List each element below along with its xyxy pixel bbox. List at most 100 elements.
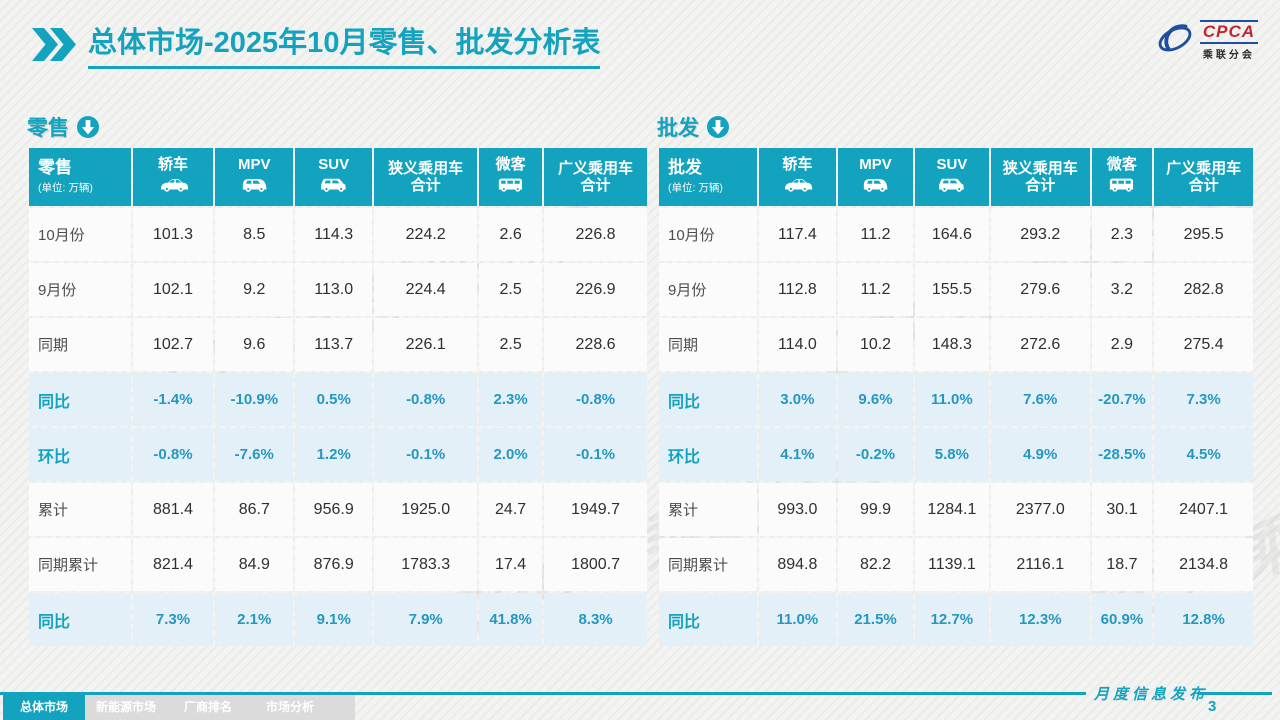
data-cell: -0.8%: [544, 373, 647, 426]
nav-tab-新能源市场[interactable]: 新能源市场: [95, 700, 156, 714]
bottom-nav: 总体市场 新能源市场 厂商排名 市场分析: [3, 695, 355, 720]
data-cell: 99.9: [838, 483, 913, 536]
data-cell: 4.9%: [990, 428, 1090, 481]
data-cell: 8.3%: [544, 593, 647, 646]
data-cell: 21.5%: [838, 593, 913, 646]
logo-subtext: 乘联分会: [1202, 49, 1255, 61]
sedan-icon: [133, 176, 214, 198]
data-cell: 41.8%: [479, 593, 543, 646]
col-header-mpv: MPV: [838, 148, 913, 206]
data-cell: 86.7: [215, 483, 294, 536]
data-cell: 9.6: [215, 318, 294, 371]
page-header: 总体市场-2025年10月零售、批发分析表: [30, 26, 601, 69]
data-cell: 84.9: [215, 538, 294, 591]
data-cell: 226.9: [544, 263, 647, 316]
data-cell: 226.8: [544, 208, 647, 261]
row-label: 累计: [29, 483, 131, 536]
nav-tab-总体市场[interactable]: 总体市场: [3, 695, 85, 720]
wholesale-corner-header: 批发 (单位: 万辆): [659, 148, 757, 206]
col-header-narrow-total: 狭义乘用车 合计: [374, 148, 478, 206]
table-row: 环比 4.1% -0.2% 5.8% 4.9% -28.5% 4.5%: [659, 428, 1253, 481]
footer-rule-left: [0, 692, 1086, 695]
data-cell: 9.1%: [295, 593, 373, 646]
van-icon: [479, 176, 542, 198]
data-cell: 2.1%: [215, 593, 294, 646]
data-cell: 11.2: [838, 208, 913, 261]
row-label: 环比: [29, 428, 131, 481]
row-label: 10月份: [29, 208, 131, 261]
table-row: 同期 102.7 9.6 113.7 226.1 2.5 228.6: [29, 318, 647, 371]
data-cell: 282.8: [1154, 263, 1253, 316]
col-header-narrow-total: 狭义乘用车 合计: [990, 148, 1090, 206]
data-cell: 11.2: [838, 263, 913, 316]
row-label: 同比: [29, 593, 131, 646]
data-cell: 11.0%: [914, 373, 989, 426]
retail-section: 零售 零售 (单位: 万辆) 轿车 MPV SUV 狭义乘用车 合计 微客 广义乘用车 合计 10月…: [27, 110, 649, 648]
data-cell: 102.7: [132, 318, 214, 371]
row-label: 同期累计: [659, 538, 757, 591]
col-header-suv: SUV: [295, 148, 373, 206]
data-cell: 1800.7: [544, 538, 647, 591]
retail-table: 零售 (单位: 万辆) 轿车 MPV SUV 狭义乘用车 合计 微客 广义乘用车 合计 10月份 10…: [27, 146, 649, 648]
page-title: 总体市场-2025年10月零售、批发分析表: [88, 26, 601, 69]
table-row: 环比 -0.8% -7.6% 1.2% -0.1% 2.0% -0.1%: [29, 428, 647, 481]
data-cell: 993.0: [758, 483, 837, 536]
data-cell: 12.7%: [914, 593, 989, 646]
col-header-broad-total: 广义乘用车 合计: [1154, 148, 1253, 206]
data-cell: -20.7%: [1091, 373, 1153, 426]
data-cell: 12.8%: [1154, 593, 1253, 646]
data-cell: 164.6: [914, 208, 989, 261]
double-chevron-icon: [30, 27, 76, 68]
page-number: 3: [1208, 698, 1217, 715]
col-header-sedan: 轿车: [132, 148, 214, 206]
data-cell: 2377.0: [990, 483, 1090, 536]
col-header-mpv: MPV: [215, 148, 294, 206]
col-header-suv: SUV: [914, 148, 989, 206]
data-cell: 0.5%: [295, 373, 373, 426]
data-cell: 8.5: [215, 208, 294, 261]
table-row: 同比 7.3% 2.1% 9.1% 7.9% 41.8% 8.3%: [29, 593, 647, 646]
data-cell: 1139.1: [914, 538, 989, 591]
data-cell: -28.5%: [1091, 428, 1153, 481]
nav-tab-厂商排名[interactable]: 厂商排名: [183, 700, 232, 714]
table-row: 累计 881.4 86.7 956.9 1925.0 24.7 1949.7: [29, 483, 647, 536]
suv-icon: [915, 176, 989, 198]
table-row: 同比 -1.4% -10.9% 0.5% -0.8% 2.3% -0.8%: [29, 373, 647, 426]
table-row: 同期 114.0 10.2 148.3 272.6 2.9 275.4: [659, 318, 1253, 371]
data-cell: 2.5: [479, 263, 543, 316]
data-cell: 17.4: [479, 538, 543, 591]
nav-tab-市场分析[interactable]: 市场分析: [265, 700, 314, 714]
data-cell: -0.8%: [132, 428, 214, 481]
data-cell: -10.9%: [215, 373, 294, 426]
data-cell: 18.7: [1091, 538, 1153, 591]
data-cell: 1783.3: [374, 538, 478, 591]
page-title-rest: -2025年10月零售、批发分析表: [204, 27, 601, 59]
data-cell: 226.1: [374, 318, 478, 371]
data-cell: 224.4: [374, 263, 478, 316]
row-label: 同期: [29, 318, 131, 371]
table-row: 同期累计 894.8 82.2 1139.1 2116.1 18.7 2134.8: [659, 538, 1253, 591]
data-cell: 293.2: [990, 208, 1090, 261]
data-cell: 113.7: [295, 318, 373, 371]
data-cell: 956.9: [295, 483, 373, 536]
col-header-microvan: 微客: [479, 148, 543, 206]
row-label: 同期累计: [29, 538, 131, 591]
data-cell: 10.2: [838, 318, 913, 371]
table-row: 同期累计 821.4 84.9 876.9 1783.3 17.4 1800.7: [29, 538, 647, 591]
mpv-icon: [838, 176, 913, 198]
logo-text: CPCA: [1199, 20, 1258, 44]
data-cell: 30.1: [1091, 483, 1153, 536]
data-cell: 1949.7: [544, 483, 647, 536]
data-cell: 114.3: [295, 208, 373, 261]
data-cell: 2407.1: [1154, 483, 1253, 536]
data-cell: 1284.1: [914, 483, 989, 536]
row-label: 环比: [659, 428, 757, 481]
data-cell: 3.0%: [758, 373, 837, 426]
data-cell: 101.3: [132, 208, 214, 261]
data-cell: 2.3: [1091, 208, 1153, 261]
table-row: 10月份 117.4 11.2 164.6 293.2 2.3 295.5: [659, 208, 1253, 261]
data-cell: 102.1: [132, 263, 214, 316]
data-cell: 155.5: [914, 263, 989, 316]
col-header-microvan: 微客: [1091, 148, 1153, 206]
data-cell: 9.2: [215, 263, 294, 316]
